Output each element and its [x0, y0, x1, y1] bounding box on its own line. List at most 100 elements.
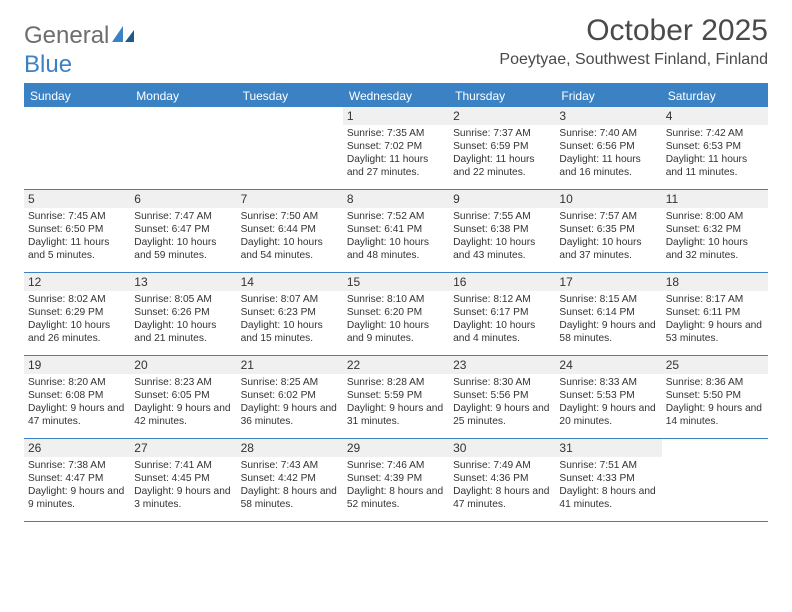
day-body: Sunrise: 7:51 AMSunset: 4:33 PMDaylight:… — [555, 457, 661, 515]
sunset-text: Sunset: 6:44 PM — [241, 223, 339, 236]
day-body: Sunrise: 7:55 AMSunset: 6:38 PMDaylight:… — [449, 208, 555, 266]
sunset-text: Sunset: 5:50 PM — [666, 389, 764, 402]
sunset-text: Sunset: 6:20 PM — [347, 306, 445, 319]
day-body: Sunrise: 7:40 AMSunset: 6:56 PMDaylight:… — [555, 125, 661, 183]
day-number: 20 — [130, 356, 236, 374]
sunrise-text: Sunrise: 7:40 AM — [559, 127, 657, 140]
day-number: 7 — [237, 190, 343, 208]
sunset-text: Sunset: 6:11 PM — [666, 306, 764, 319]
daylight-text: Daylight: 9 hours and 53 minutes. — [666, 319, 764, 345]
daylight-text: Daylight: 10 hours and 15 minutes. — [241, 319, 339, 345]
day-number: 25 — [662, 356, 768, 374]
day-number — [662, 439, 768, 457]
sunrise-text: Sunrise: 7:50 AM — [241, 210, 339, 223]
daylight-text: Daylight: 9 hours and 58 minutes. — [559, 319, 657, 345]
day-cell: 19Sunrise: 8:20 AMSunset: 6:08 PMDayligh… — [24, 356, 130, 438]
sail-icon — [112, 21, 134, 37]
sunset-text: Sunset: 6:08 PM — [28, 389, 126, 402]
sunset-text: Sunset: 6:05 PM — [134, 389, 232, 402]
day-header-row: Sunday Monday Tuesday Wednesday Thursday… — [24, 85, 768, 107]
daylight-text: Daylight: 9 hours and 31 minutes. — [347, 402, 445, 428]
sunset-text: Sunset: 6:23 PM — [241, 306, 339, 319]
day-cell: 8Sunrise: 7:52 AMSunset: 6:41 PMDaylight… — [343, 190, 449, 272]
day-number: 27 — [130, 439, 236, 457]
daylight-text: Daylight: 9 hours and 25 minutes. — [453, 402, 551, 428]
day-body: Sunrise: 8:17 AMSunset: 6:11 PMDaylight:… — [662, 291, 768, 349]
daylight-text: Daylight: 11 hours and 16 minutes. — [559, 153, 657, 179]
day-cell: 1Sunrise: 7:35 AMSunset: 7:02 PMDaylight… — [343, 107, 449, 189]
day-body: Sunrise: 7:37 AMSunset: 6:59 PMDaylight:… — [449, 125, 555, 183]
day-body: Sunrise: 7:35 AMSunset: 7:02 PMDaylight:… — [343, 125, 449, 183]
day-cell: 15Sunrise: 8:10 AMSunset: 6:20 PMDayligh… — [343, 273, 449, 355]
sunrise-text: Sunrise: 7:55 AM — [453, 210, 551, 223]
month-title: October 2025 — [499, 14, 768, 48]
daylight-text: Daylight: 9 hours and 20 minutes. — [559, 402, 657, 428]
daylight-text: Daylight: 11 hours and 27 minutes. — [347, 153, 445, 179]
day-number: 24 — [555, 356, 661, 374]
sunset-text: Sunset: 6:47 PM — [134, 223, 232, 236]
day-body: Sunrise: 7:38 AMSunset: 4:47 PMDaylight:… — [24, 457, 130, 515]
day-cell — [24, 107, 130, 189]
weeks-container: 1Sunrise: 7:35 AMSunset: 7:02 PMDaylight… — [24, 107, 768, 522]
day-body: Sunrise: 7:57 AMSunset: 6:35 PMDaylight:… — [555, 208, 661, 266]
day-body: Sunrise: 8:07 AMSunset: 6:23 PMDaylight:… — [237, 291, 343, 349]
sunset-text: Sunset: 6:38 PM — [453, 223, 551, 236]
day-number — [237, 107, 343, 125]
sunset-text: Sunset: 4:39 PM — [347, 472, 445, 485]
day-header-tuesday: Tuesday — [237, 85, 343, 107]
day-body: Sunrise: 8:02 AMSunset: 6:29 PMDaylight:… — [24, 291, 130, 349]
day-number: 9 — [449, 190, 555, 208]
day-body: Sunrise: 7:46 AMSunset: 4:39 PMDaylight:… — [343, 457, 449, 515]
sunrise-text: Sunrise: 7:42 AM — [666, 127, 764, 140]
day-number: 26 — [24, 439, 130, 457]
day-cell: 18Sunrise: 8:17 AMSunset: 6:11 PMDayligh… — [662, 273, 768, 355]
sunset-text: Sunset: 5:56 PM — [453, 389, 551, 402]
daylight-text: Daylight: 10 hours and 43 minutes. — [453, 236, 551, 262]
daylight-text: Daylight: 9 hours and 3 minutes. — [134, 485, 232, 511]
sunrise-text: Sunrise: 8:25 AM — [241, 376, 339, 389]
day-number: 29 — [343, 439, 449, 457]
day-number: 21 — [237, 356, 343, 374]
daylight-text: Daylight: 10 hours and 26 minutes. — [28, 319, 126, 345]
day-cell: 12Sunrise: 8:02 AMSunset: 6:29 PMDayligh… — [24, 273, 130, 355]
sunrise-text: Sunrise: 7:45 AM — [28, 210, 126, 223]
day-cell: 26Sunrise: 7:38 AMSunset: 4:47 PMDayligh… — [24, 439, 130, 521]
sunrise-text: Sunrise: 8:30 AM — [453, 376, 551, 389]
day-header-thursday: Thursday — [449, 85, 555, 107]
day-header-sunday: Sunday — [24, 85, 130, 107]
day-cell: 17Sunrise: 8:15 AMSunset: 6:14 PMDayligh… — [555, 273, 661, 355]
day-number: 18 — [662, 273, 768, 291]
day-body: Sunrise: 7:41 AMSunset: 4:45 PMDaylight:… — [130, 457, 236, 515]
day-cell: 24Sunrise: 8:33 AMSunset: 5:53 PMDayligh… — [555, 356, 661, 438]
daylight-text: Daylight: 9 hours and 9 minutes. — [28, 485, 126, 511]
day-body: Sunrise: 8:23 AMSunset: 6:05 PMDaylight:… — [130, 374, 236, 432]
sunset-text: Sunset: 4:45 PM — [134, 472, 232, 485]
sunrise-text: Sunrise: 8:23 AM — [134, 376, 232, 389]
day-cell — [662, 439, 768, 521]
sunrise-text: Sunrise: 8:17 AM — [666, 293, 764, 306]
day-body: Sunrise: 8:36 AMSunset: 5:50 PMDaylight:… — [662, 374, 768, 432]
daylight-text: Daylight: 8 hours and 47 minutes. — [453, 485, 551, 511]
day-cell: 30Sunrise: 7:49 AMSunset: 4:36 PMDayligh… — [449, 439, 555, 521]
day-cell: 14Sunrise: 8:07 AMSunset: 6:23 PMDayligh… — [237, 273, 343, 355]
week-row: 5Sunrise: 7:45 AMSunset: 6:50 PMDaylight… — [24, 190, 768, 273]
day-number: 3 — [555, 107, 661, 125]
day-cell: 22Sunrise: 8:28 AMSunset: 5:59 PMDayligh… — [343, 356, 449, 438]
day-number: 6 — [130, 190, 236, 208]
day-cell: 31Sunrise: 7:51 AMSunset: 4:33 PMDayligh… — [555, 439, 661, 521]
sunset-text: Sunset: 4:42 PM — [241, 472, 339, 485]
calendar: Sunday Monday Tuesday Wednesday Thursday… — [24, 83, 768, 522]
day-number: 17 — [555, 273, 661, 291]
daylight-text: Daylight: 10 hours and 9 minutes. — [347, 319, 445, 345]
sunrise-text: Sunrise: 7:37 AM — [453, 127, 551, 140]
sunrise-text: Sunrise: 8:07 AM — [241, 293, 339, 306]
sunrise-text: Sunrise: 7:47 AM — [134, 210, 232, 223]
day-cell: 3Sunrise: 7:40 AMSunset: 6:56 PMDaylight… — [555, 107, 661, 189]
daylight-text: Daylight: 11 hours and 5 minutes. — [28, 236, 126, 262]
sunset-text: Sunset: 6:35 PM — [559, 223, 657, 236]
day-cell: 11Sunrise: 8:00 AMSunset: 6:32 PMDayligh… — [662, 190, 768, 272]
day-header-friday: Friday — [555, 85, 661, 107]
day-number: 30 — [449, 439, 555, 457]
day-number — [130, 107, 236, 125]
day-number: 22 — [343, 356, 449, 374]
